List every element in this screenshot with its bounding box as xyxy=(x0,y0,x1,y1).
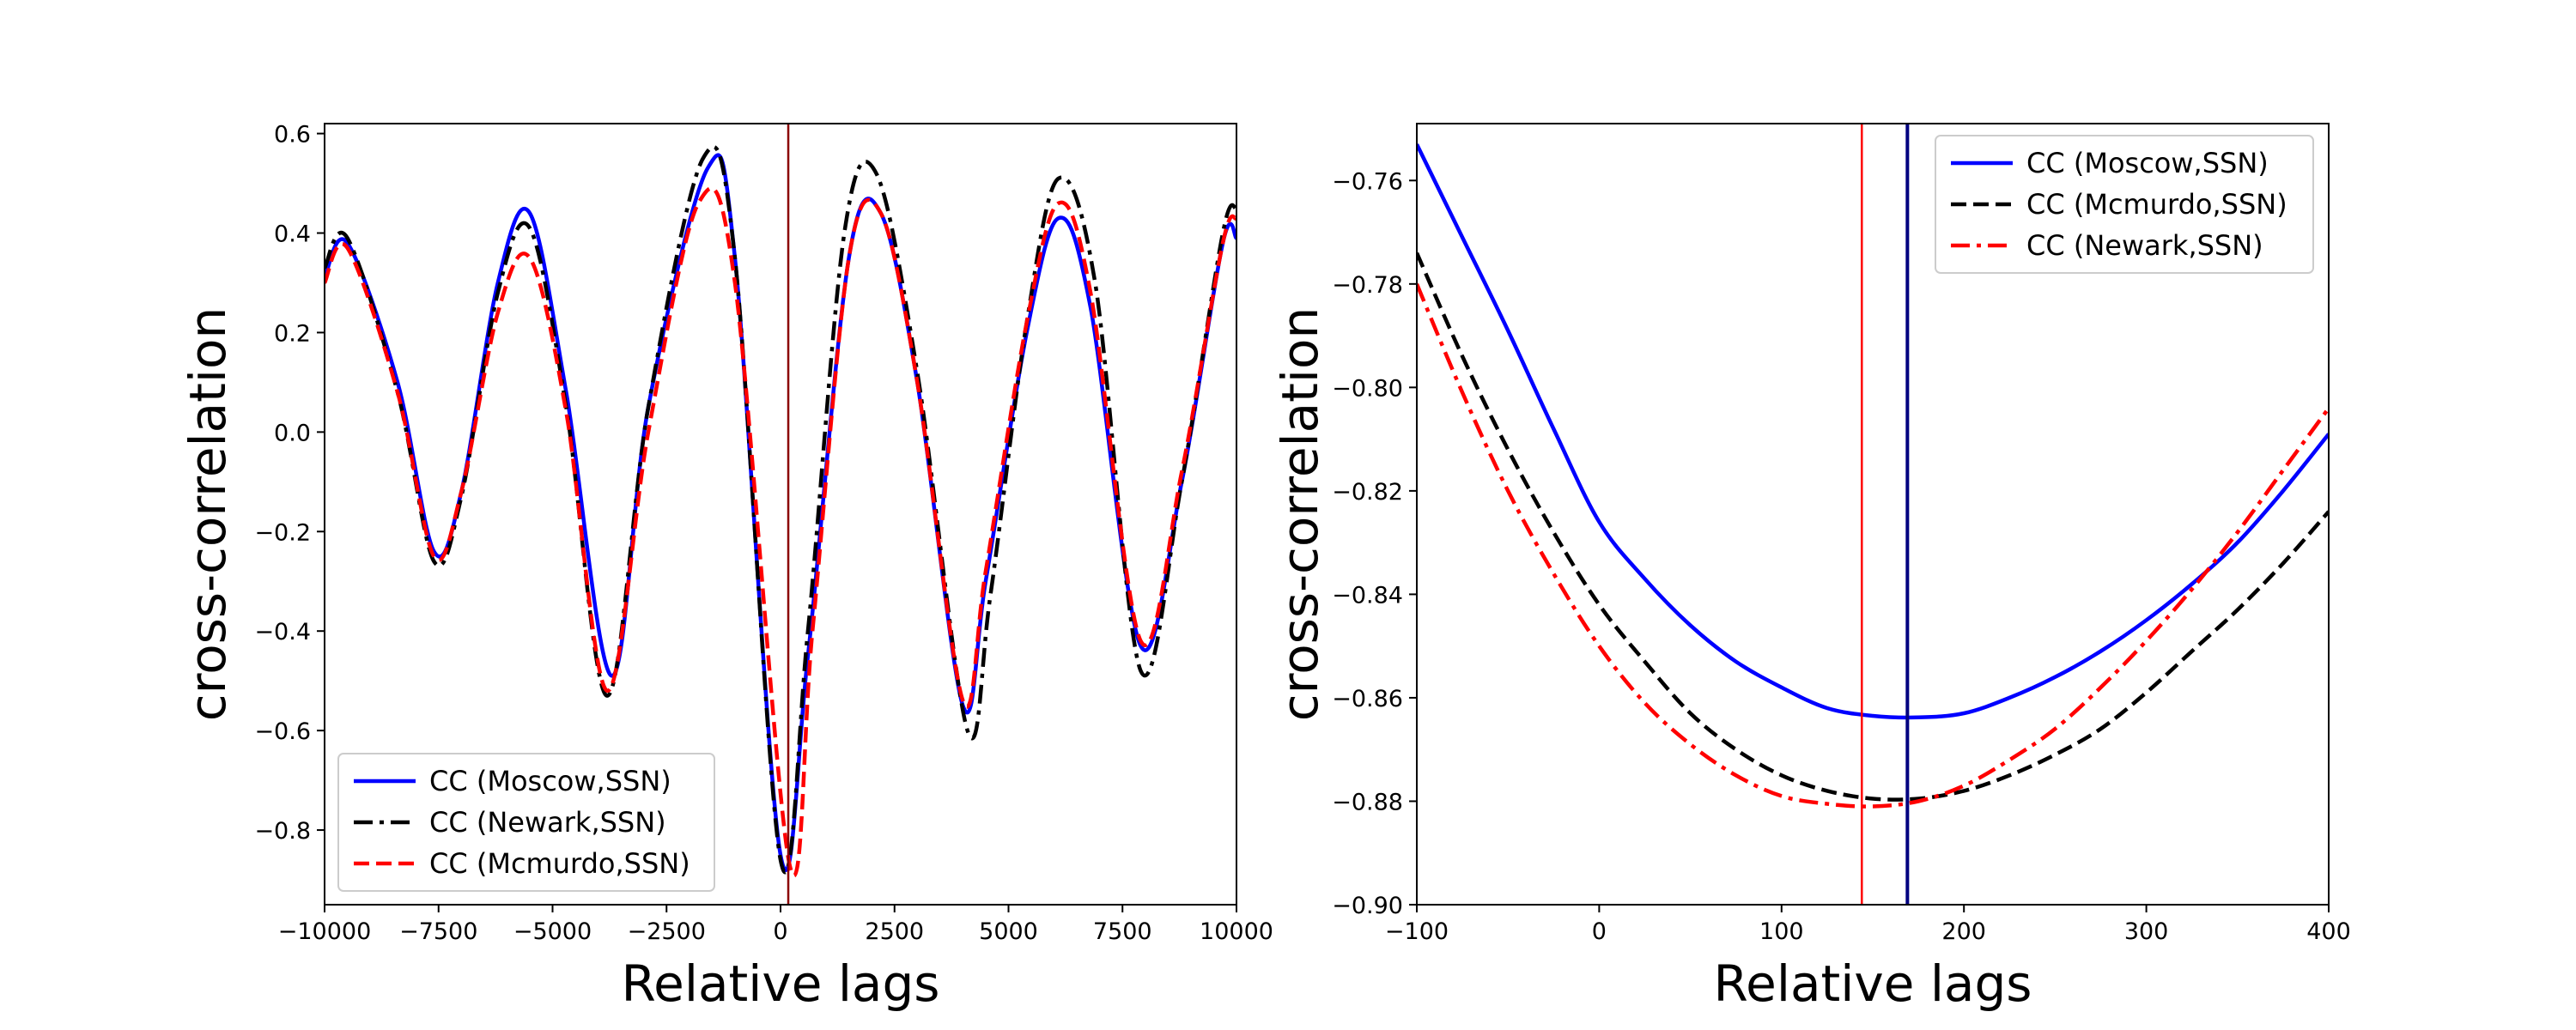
left-chart-series-line-2 xyxy=(325,144,1236,875)
right-chart-legend: CC (Moscow,SSN) CC (Mcmurdo,SSN) CC (Newar… xyxy=(1935,135,2314,274)
right-chart-x-tick-label: 400 xyxy=(2306,918,2351,945)
right-chart-x-tick-label: 200 xyxy=(1941,918,1986,945)
left-chart-ticks: −10000 −7500 −5000 −2500 0 2500 5000 7500 10000 −… xyxy=(254,122,1273,945)
left-chart-x-tick-label: 5000 xyxy=(979,918,1038,945)
right-chart-y-tick-label: −0.84 xyxy=(1332,582,1403,609)
right-chart-x-axis-title: Relative lags xyxy=(1713,954,2032,1013)
left-chart-y-tick-label: −0.2 xyxy=(254,519,311,546)
left-chart-y-tick-label: 0.0 xyxy=(274,420,311,446)
right-chart-plot-frame xyxy=(1416,123,2330,906)
left-chart-x-tick-label: 0 xyxy=(773,918,787,945)
right-chart-legend-box xyxy=(1935,135,2314,274)
left-chart-y-tick-label: 0.6 xyxy=(274,122,311,148)
left-chart-legend-box xyxy=(337,753,715,892)
right-chart-legend-label-3: CC (Newark,SSN) xyxy=(2026,229,2263,262)
right-chart-y-tick-label: −0.80 xyxy=(1332,375,1403,402)
right-chart-y-tick-label: −0.76 xyxy=(1332,168,1403,195)
right-chart-legend-label-1: CC (Moscow,SSN) xyxy=(2026,147,2269,179)
right-chart-x-tick-label: −100 xyxy=(1385,918,1449,945)
right-chart-x-tick-label: 100 xyxy=(1759,918,1804,945)
right-chart-x-tick-label: 300 xyxy=(2124,918,2169,945)
left-chart-y-tick-label: 0.4 xyxy=(274,221,311,248)
left-chart-x-tick-label: 10000 xyxy=(1200,918,1273,945)
left-chart-legend-label-1: CC (Moscow,SSN) xyxy=(429,765,671,797)
right-chart-y-tick-label: −0.78 xyxy=(1332,272,1403,299)
right-chart-legend-label-2: CC (Mcmurdo,SSN) xyxy=(2026,188,2287,221)
right-chart-ticks: −100 0 100 200 300 400 −0.90 −0.88 −0.86 −0.84 −0.… xyxy=(1332,168,2351,945)
left-chart-x-tick-label: −7500 xyxy=(399,918,477,945)
right-chart-x-tick-label: 0 xyxy=(1592,918,1607,945)
right-chart-series-line-3 xyxy=(1417,282,2329,809)
left-chart-x-tick-label: 7500 xyxy=(1093,918,1152,945)
left-chart-lines xyxy=(325,144,1236,878)
left-chart-series-line-3 xyxy=(325,186,1236,878)
left-chart: −10000 −7500 −5000 −2500 0 2500 5000 7500 10000 −… xyxy=(179,122,1273,1013)
left-chart-y-tick-label: −0.6 xyxy=(254,718,311,745)
right-chart-y-axis-title: cross-correlation xyxy=(1271,307,1329,722)
right-chart-series-line-1 xyxy=(1417,143,2329,720)
right-chart-lines xyxy=(1417,143,2329,809)
left-chart-x-tick-label: −10000 xyxy=(278,918,372,945)
right-chart-y-tick-label: −0.86 xyxy=(1332,686,1403,712)
right-chart-y-tick-label: −0.82 xyxy=(1332,479,1403,506)
left-chart-legend: CC (Moscow,SSN) CC (Newark,SSN) CC (Mcmurd… xyxy=(337,753,715,892)
left-chart-x-tick-label: −2500 xyxy=(628,918,706,945)
left-chart-legend-label-2: CC (Newark,SSN) xyxy=(429,806,666,839)
left-chart-x-tick-label: 2500 xyxy=(865,918,924,945)
left-chart-legend-label-3: CC (Mcmurdo,SSN) xyxy=(429,847,690,880)
right-chart-y-tick-label: −0.88 xyxy=(1332,789,1403,815)
right-chart-series-line-2 xyxy=(1417,251,2329,802)
right-chart-vertical-markers xyxy=(1861,124,1910,905)
right-chart-y-tick-label: −0.90 xyxy=(1332,893,1403,919)
right-chart: −100 0 100 200 300 400 −0.90 −0.88 −0.86 −0.84 −0.… xyxy=(1271,123,2351,1013)
left-chart-y-tick-label: −0.8 xyxy=(254,818,311,845)
left-chart-y-tick-label: −0.4 xyxy=(254,619,311,645)
left-chart-x-tick-label: −5000 xyxy=(513,918,592,945)
left-chart-x-axis-title: Relative lags xyxy=(621,954,939,1013)
left-chart-y-axis-title: cross-correlation xyxy=(179,307,237,722)
left-chart-y-tick-label: 0.2 xyxy=(274,320,311,347)
